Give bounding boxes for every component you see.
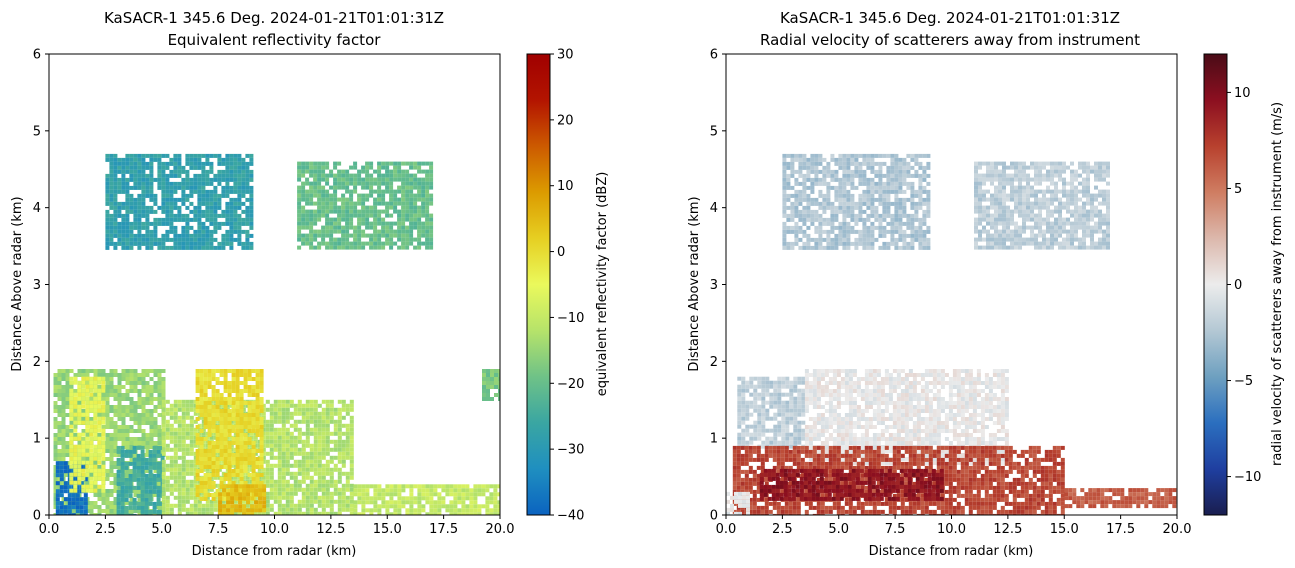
velocity-x-axis-label: Distance from radar (km) <box>869 544 1034 559</box>
colorbar-tick-label: −10 <box>557 311 584 326</box>
x-tick-label: 2.5 <box>772 522 793 537</box>
data-region-8 <box>974 161 1110 250</box>
x-tick-label: 5.0 <box>828 522 849 537</box>
reflectivity-colorbar-gradient <box>526 53 551 516</box>
y-tick-label: 4 <box>33 201 41 216</box>
data-region-1 <box>737 376 806 449</box>
reflectivity-subtitle: Equivalent reflectivity factor <box>168 31 382 49</box>
x-tick-label: 12.5 <box>993 522 1022 537</box>
data-region-7 <box>218 484 267 515</box>
y-tick-label: 4 <box>710 201 718 216</box>
y-tick-label: 0 <box>710 509 718 524</box>
colorbar-tick-label: 0 <box>1234 278 1242 293</box>
reflectivity-colorbar: −40 −30 −20 −10 0 10 20 30 equivalent reflectiv… <box>526 48 610 524</box>
data-region-10 <box>297 161 434 250</box>
y-tick-label: 6 <box>710 48 718 63</box>
x-tick-label: 2.5 <box>95 522 116 537</box>
velocity-x-ticks: 0.0 2.5 5.0 7.5 10.0 12.5 15.0 17.5 20.0 <box>716 515 1192 537</box>
colorbar-tick-label: 10 <box>557 179 574 194</box>
x-tick-label: 15.0 <box>373 522 402 537</box>
reflectivity-title: KaSACR-1 345.6 Deg. 2024-01-21T01:01:31Z <box>104 9 444 27</box>
x-tick-label: 7.5 <box>885 522 906 537</box>
x-tick-label: 20.0 <box>486 522 515 537</box>
colorbar-tick-label: −30 <box>557 443 584 458</box>
y-tick-label: 5 <box>710 124 718 139</box>
colorbar-tick-label: −40 <box>557 509 584 524</box>
data-region-11 <box>482 369 500 401</box>
data-region-6 <box>726 491 750 515</box>
x-tick-label: 10.0 <box>260 522 289 537</box>
y-tick-label: 3 <box>33 278 41 293</box>
colorbar-tick-label: −10 <box>1234 470 1261 485</box>
data-region-5 <box>1064 488 1177 509</box>
colorbar-tick-label: 10 <box>1234 86 1251 101</box>
reflectivity-marks <box>53 153 500 515</box>
x-tick-label: 17.5 <box>1106 522 1135 537</box>
reflectivity-plot-area <box>53 153 500 515</box>
velocity-subtitle: Radial velocity of scatterers away from … <box>760 31 1140 49</box>
velocity-colorbar-label: radial velocity of scatterers away from … <box>1270 102 1285 466</box>
velocity-y-axis-label: Distance Above radar (km) <box>687 196 702 371</box>
x-tick-label: 17.5 <box>429 522 458 537</box>
colorbar-tick-label: −20 <box>557 377 584 392</box>
velocity-panel: KaSACR-1 345.6 Deg. 2024-01-21T01:01:31Z… <box>687 9 1285 559</box>
colorbar-tick-label: 5 <box>1234 182 1242 197</box>
reflectivity-y-ticks: 0 1 2 3 4 5 6 <box>33 48 49 524</box>
data-region-4 <box>759 468 944 501</box>
y-tick-label: 6 <box>33 48 41 63</box>
velocity-colorbar-ticks: −10 −5 0 5 10 <box>1227 86 1261 485</box>
colorbar-tick-label: 0 <box>557 245 565 260</box>
data-region-3 <box>69 376 106 493</box>
x-tick-label: 0.0 <box>39 522 60 537</box>
velocity-colorbar: −10 −5 0 5 10 radial velocity of scatterers … <box>1203 53 1285 516</box>
reflectivity-colorbar-label: equivalent reflectivity factor (dBZ) <box>595 172 610 397</box>
y-tick-label: 2 <box>710 355 718 370</box>
data-region-8 <box>353 484 500 515</box>
velocity-title: KaSACR-1 345.6 Deg. 2024-01-21T01:01:31Z <box>780 9 1120 27</box>
data-region-7 <box>782 153 931 250</box>
colorbar-tick-label: −5 <box>1234 374 1253 389</box>
velocity-y-ticks: 0 1 2 3 4 5 6 <box>710 48 726 524</box>
reflectivity-colorbar-ticks: −40 −30 −20 −10 0 10 20 30 <box>550 48 584 524</box>
y-tick-label: 2 <box>33 355 41 370</box>
x-tick-label: 10.0 <box>937 522 966 537</box>
velocity-plot-area <box>726 153 1177 515</box>
reflectivity-y-axis-label: Distance Above radar (km) <box>10 196 25 371</box>
reflectivity-x-ticks: 0.0 2.5 5.0 7.5 10.0 12.5 15.0 17.5 20.0 <box>39 515 515 537</box>
x-tick-label: 5.0 <box>151 522 172 537</box>
reflectivity-x-axis-label: Distance from radar (km) <box>192 544 357 559</box>
x-tick-label: 20.0 <box>1163 522 1192 537</box>
reflectivity-panel: KaSACR-1 345.6 Deg. 2024-01-21T01:01:31Z… <box>10 9 610 559</box>
y-tick-label: 1 <box>710 432 718 447</box>
data-region-9 <box>105 153 254 250</box>
y-tick-label: 5 <box>33 124 41 139</box>
colorbar-tick-label: 30 <box>557 48 574 63</box>
y-tick-label: 0 <box>33 509 41 524</box>
x-tick-label: 15.0 <box>1050 522 1079 537</box>
x-tick-label: 0.0 <box>716 522 737 537</box>
velocity-colorbar-gradient <box>1203 53 1228 516</box>
y-tick-label: 1 <box>33 432 41 447</box>
velocity-marks <box>726 153 1177 515</box>
x-tick-label: 7.5 <box>208 522 229 537</box>
x-tick-label: 12.5 <box>316 522 345 537</box>
colorbar-tick-label: 20 <box>557 113 574 128</box>
y-tick-label: 3 <box>710 278 718 293</box>
